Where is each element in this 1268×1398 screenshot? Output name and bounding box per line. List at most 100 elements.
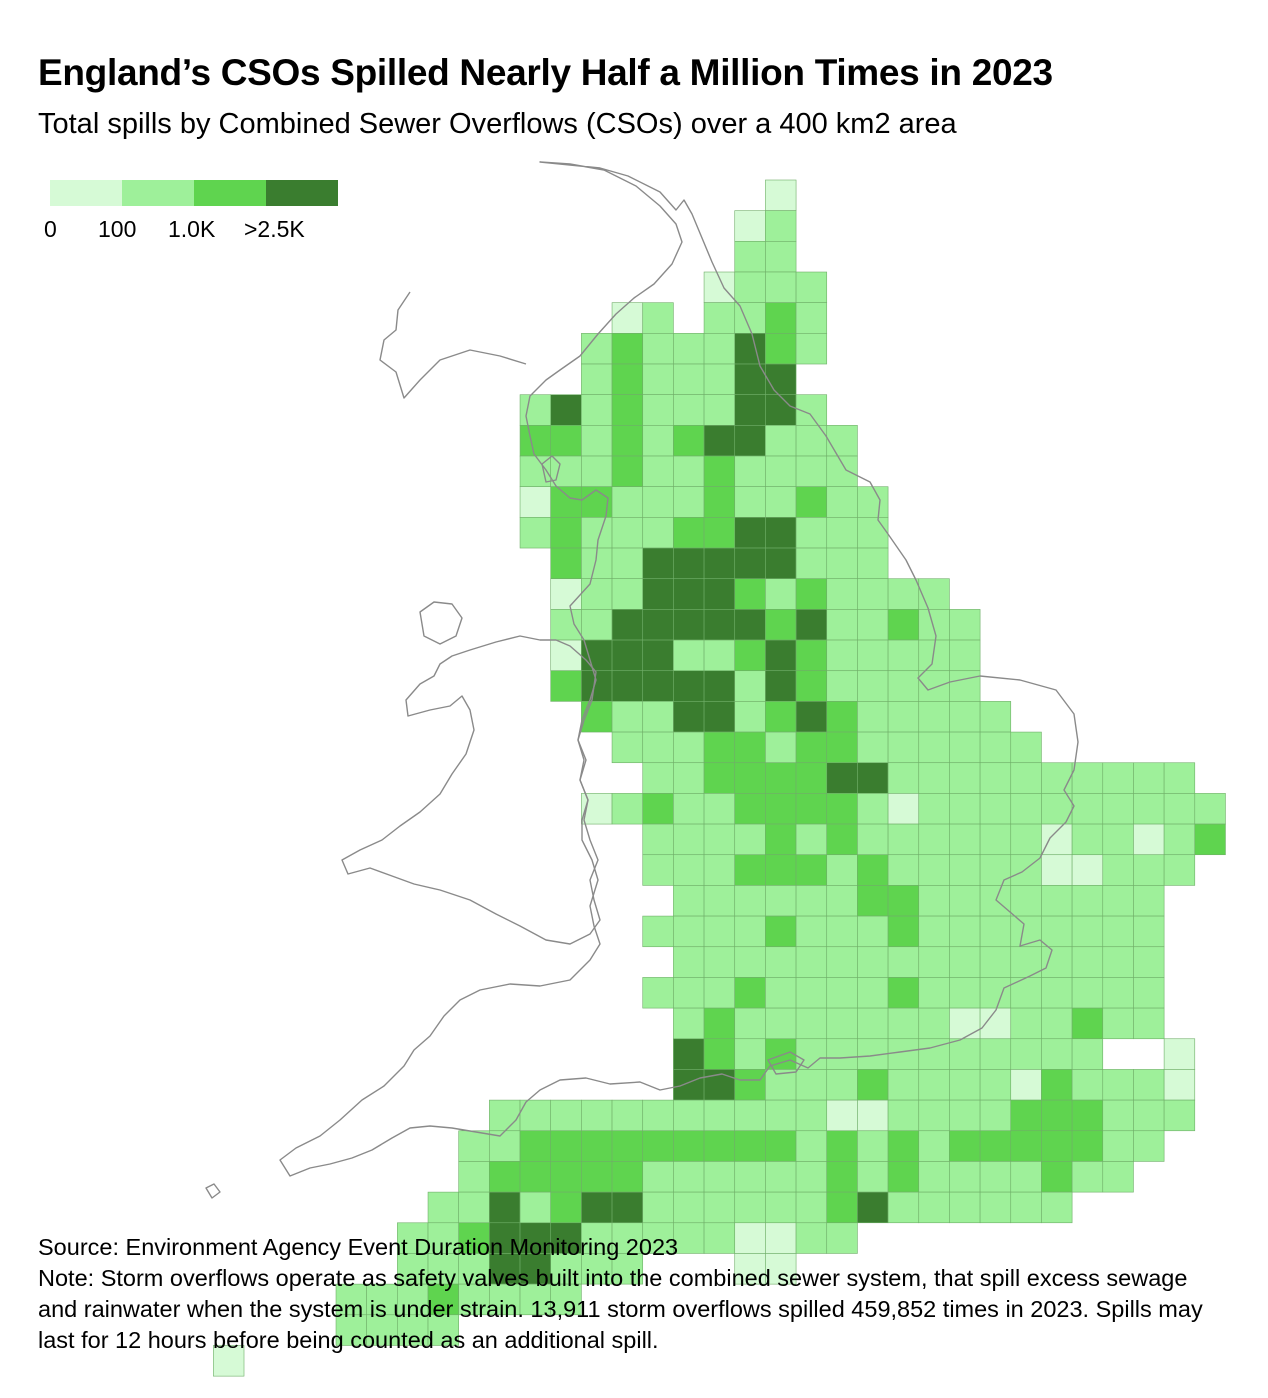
grid-cell (1133, 762, 1165, 794)
grid-cell (765, 1161, 797, 1193)
grid-cell (703, 731, 736, 764)
grid-cell (703, 425, 736, 457)
grid-cell (949, 915, 981, 948)
grid-cell (1041, 1161, 1073, 1193)
grid-cell (1071, 1099, 1104, 1132)
grid-cell (519, 1161, 552, 1193)
grid-cell (918, 701, 950, 733)
grid-cell (642, 731, 674, 764)
grid-cell (765, 547, 797, 580)
grid-cell (642, 1161, 674, 1193)
grid-cell (857, 1069, 889, 1101)
grid-cell (765, 609, 797, 641)
grid-cell (703, 578, 736, 610)
grid-cell (887, 885, 920, 917)
grid-cell (458, 1191, 490, 1224)
grid-cell (979, 1130, 1012, 1162)
grid-cell (1133, 1130, 1165, 1162)
grid-cell (765, 394, 797, 426)
grid-cell (673, 486, 705, 518)
grid-cell (887, 854, 920, 886)
grid-cell (642, 670, 674, 702)
grid-cell (1163, 1099, 1196, 1132)
grid-cell (765, 793, 797, 825)
grid-cell (642, 1099, 674, 1132)
grid-cell (795, 670, 828, 702)
grid-cell (673, 762, 705, 794)
grid-cell (581, 1191, 613, 1224)
grid-cell (795, 1191, 828, 1224)
grid-cell (458, 1161, 490, 1193)
grid-cell (826, 1038, 858, 1070)
grid-cell (550, 425, 582, 457)
grid-cell (673, 885, 705, 917)
grid-cell (734, 425, 766, 457)
grid-cell (795, 885, 828, 917)
grid-cell (673, 670, 705, 702)
grid-cell (642, 915, 674, 948)
grid-cell (611, 302, 644, 334)
grid-cell (581, 639, 613, 672)
grid-cell (703, 547, 736, 580)
grid-cell (581, 455, 613, 487)
grid-cell (734, 394, 766, 426)
grid-cell (949, 639, 981, 672)
grid-cell (581, 670, 613, 702)
grid-cell (887, 1099, 920, 1132)
grid-cell (673, 578, 705, 610)
grid-cell (642, 578, 674, 610)
grid-cell (458, 1130, 490, 1162)
grid-cell (949, 701, 981, 733)
grid-cell (550, 578, 582, 610)
grid-cell (611, 670, 644, 702)
grid-cell (611, 731, 644, 764)
grid-cell (1041, 854, 1073, 886)
grid-cell (734, 915, 766, 948)
grid-cell (1133, 854, 1165, 886)
grid-cell (1041, 1007, 1073, 1040)
grid-cell (1010, 1007, 1042, 1040)
grid-cell (550, 1283, 582, 1316)
grid-cell (857, 977, 889, 1009)
grid-cell (857, 701, 889, 733)
grid-cell (949, 731, 981, 764)
grid-cell (795, 609, 828, 641)
grid-cell (765, 701, 797, 733)
grid-cell (397, 1222, 429, 1254)
grid-cell (1071, 1069, 1104, 1101)
grid-cell (826, 1161, 858, 1193)
grid-cell (949, 1191, 981, 1224)
grid-cell (550, 1099, 582, 1132)
grid-cell (1133, 915, 1165, 948)
grid-cell (1133, 977, 1165, 1009)
grid-cell (673, 425, 705, 457)
england-coastline (279, 161, 1079, 1177)
grid-cell (826, 854, 858, 886)
grid-cell (857, 823, 889, 856)
grid-cell (335, 1283, 367, 1316)
grid-cell (979, 1099, 1012, 1132)
grid-cell (1041, 885, 1073, 917)
grid-cell (887, 1007, 920, 1040)
grid-cell (887, 639, 920, 672)
grid-cell (1102, 1007, 1134, 1040)
grid-cell (1010, 1099, 1042, 1132)
grid-cell (673, 1099, 705, 1132)
grid-cell (734, 1007, 766, 1040)
grid-cell (1010, 1161, 1042, 1193)
grid-cell (826, 455, 858, 487)
grid-cell (1163, 762, 1196, 794)
grid-cell (734, 793, 766, 825)
grid-cell (887, 1191, 920, 1224)
grid-cell (765, 762, 797, 794)
grid-cell (550, 517, 582, 549)
grid-cell (795, 731, 828, 764)
grid-cell (673, 1222, 705, 1254)
grid-cell (673, 946, 705, 978)
grid-cell (1133, 946, 1165, 978)
grid-cell (1133, 823, 1165, 856)
grid-cell (887, 1069, 920, 1101)
grid-cell (734, 333, 766, 365)
grid-cell (795, 823, 828, 856)
grid-cell (887, 793, 920, 825)
